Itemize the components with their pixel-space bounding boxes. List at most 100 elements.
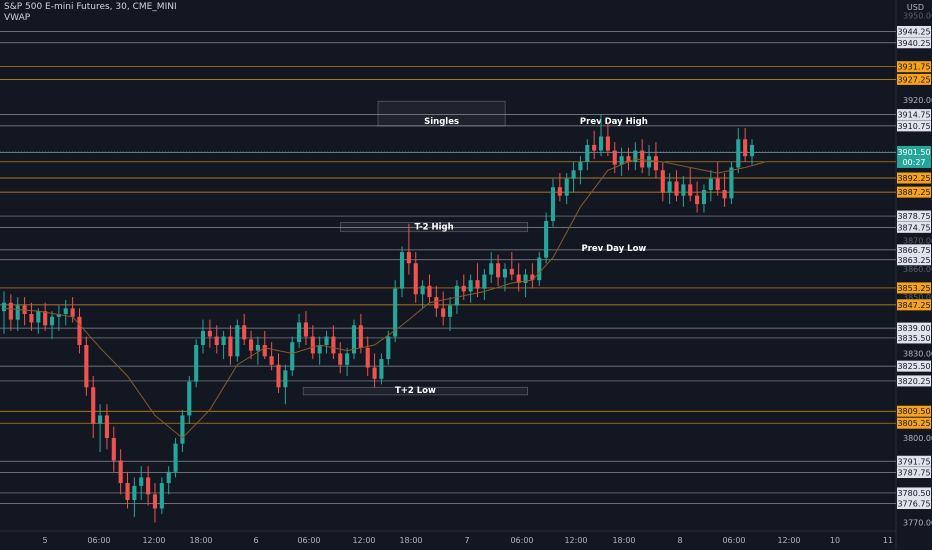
candle-body [461, 285, 466, 292]
candle-body [379, 359, 384, 379]
price-level-tag [897, 417, 931, 429]
price-level-tag-label: 3892.25 [897, 174, 930, 183]
price-level-tag [897, 73, 931, 85]
zone-box [377, 100, 506, 127]
candle-body [647, 156, 652, 168]
price-level-tag [897, 186, 931, 198]
zone-label: T+2 Low [395, 386, 436, 396]
candle-body [63, 308, 68, 314]
level-annotation: Prev Day High [580, 117, 648, 127]
price-level-tag [897, 332, 931, 344]
candle-body [180, 415, 185, 444]
time-axis-label: 7 [464, 536, 469, 545]
price-level-tag-label: 3776.75 [897, 500, 930, 509]
chart-title: S&P 500 E-mini Futures, 30, CME_MINI [4, 2, 177, 12]
candle-body [118, 460, 123, 484]
candle-body [365, 347, 370, 368]
price-axis-label-faded: 3870.00 [903, 237, 932, 246]
candle-body [43, 311, 48, 326]
candle-body [688, 184, 693, 196]
candle-body [537, 257, 542, 281]
price-level-tag-label: 3805.25 [897, 419, 930, 428]
price-level-tag [897, 254, 931, 266]
candle-body [303, 322, 309, 337]
price-level-tag-label: 3910.75 [897, 122, 930, 131]
candle-body [516, 274, 521, 283]
candle-body [297, 322, 302, 343]
price-level-tag-label: 3914.75 [897, 111, 930, 120]
price-level-tag [897, 221, 931, 233]
price-level-tag [897, 25, 931, 37]
candle-body [276, 364, 281, 388]
price-level-tag [897, 172, 931, 184]
candle-body [468, 280, 473, 292]
candle-body [331, 336, 336, 354]
candle-body [564, 178, 569, 196]
candle-body [173, 443, 178, 472]
price-level-tag [897, 405, 931, 417]
price-level-tag-label: 3820.25 [897, 377, 930, 386]
price-axis-label-faded: 3860.00 [903, 265, 932, 274]
candle-body [125, 483, 130, 500]
candle-body [29, 314, 34, 323]
time-axis-label: 12:00 [564, 536, 587, 545]
candle-body [187, 381, 192, 416]
time-axis-label: 06:00 [722, 536, 745, 545]
candle-body [262, 345, 267, 357]
price-level-tag [897, 210, 931, 222]
candle-body [228, 336, 233, 357]
candle-body [502, 268, 508, 278]
currency-label: USD [906, 3, 924, 12]
candle-body [550, 187, 556, 221]
candle-body [338, 353, 343, 365]
candle-body [98, 415, 103, 424]
price-level-tag [897, 282, 931, 294]
candle-body [36, 311, 41, 323]
candle-body [578, 161, 583, 171]
candle-body [310, 336, 315, 354]
last-price-value: 3901.50 [897, 148, 930, 157]
candle-body [235, 325, 240, 357]
candle-body [715, 178, 720, 190]
price-level-tag-label: 3839.00 [897, 324, 930, 333]
time-axis-label: 8 [677, 536, 682, 545]
candle-body [1, 302, 7, 312]
candle-body [221, 336, 226, 345]
candle-body [77, 316, 82, 345]
candle-body [207, 330, 212, 337]
price-axis-label-faded: 3850.00 [903, 293, 932, 302]
candle-body [434, 297, 439, 309]
price-level-tag-label: 3940.25 [897, 39, 930, 48]
price-axis-label: 3830.00 [903, 349, 932, 358]
candle-body [729, 167, 734, 199]
candle-body [358, 325, 363, 348]
price-level-tag-label: 3927.25 [897, 75, 930, 84]
price-level-tag-label: 3866.75 [897, 246, 930, 255]
price-level-tag [897, 487, 931, 499]
candle-body [571, 170, 576, 179]
candle-body [660, 170, 665, 193]
price-level-tag-label: 3853.25 [897, 284, 930, 293]
price-level-tag [897, 375, 931, 387]
candle-body [612, 150, 617, 165]
zone-label: T-2 High [415, 223, 454, 233]
price-level-tag-label: 3863.25 [897, 256, 930, 265]
candle-body [255, 345, 260, 351]
candle-body [626, 156, 631, 162]
candle-body [56, 314, 61, 317]
candle-body [248, 339, 254, 351]
price-level-tag-label: 3780.50 [897, 489, 930, 498]
candle-body [269, 356, 274, 365]
zone-box [340, 222, 528, 233]
indicator-label[interactable]: VWAP [4, 13, 31, 23]
price-level-tag-label: 3944.25 [897, 27, 930, 36]
candle-body [15, 305, 20, 320]
time-axis-label: 06:00 [510, 536, 533, 545]
candle-body [200, 330, 206, 345]
price-level-tag [897, 498, 931, 510]
candle-body [152, 494, 158, 509]
candle-body [283, 370, 288, 388]
candle-body [640, 150, 645, 168]
time-axis-label: 06:00 [297, 536, 320, 545]
